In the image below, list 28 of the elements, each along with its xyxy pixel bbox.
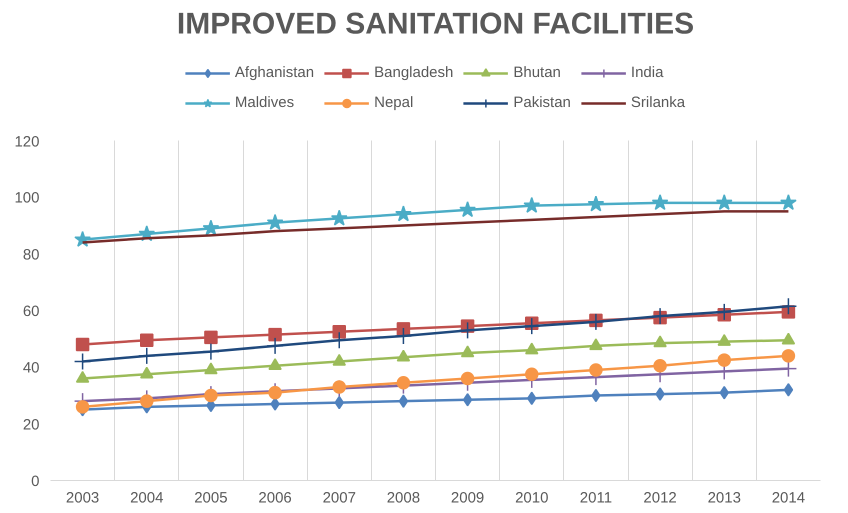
legend-label: Bhutan <box>513 64 561 81</box>
x-tick-label: 2005 <box>194 490 228 506</box>
y-tick-label: 120 <box>14 134 40 150</box>
legend-label: India <box>630 64 664 81</box>
legend-label: Pakistan <box>513 94 571 111</box>
y-tick-label: 80 <box>22 246 40 264</box>
x-tick-label: 2013 <box>708 490 741 506</box>
chart-title: IMPROVED SANITATION FACILITIES <box>176 8 694 40</box>
y-tick-label: 40 <box>22 360 40 377</box>
x-tick-label: 2006 <box>258 490 292 506</box>
x-tick-label: 2011 <box>580 490 612 506</box>
x-tick-label: 2007 <box>322 490 356 506</box>
x-tick-label: 2009 <box>450 490 484 506</box>
legend-label: Srilanka <box>630 94 686 111</box>
x-tick-label: 2003 <box>66 490 100 506</box>
y-tick-label: 20 <box>22 416 40 434</box>
x-tick-label: 2010 <box>515 490 548 506</box>
y-tick-label: 0 <box>31 473 40 490</box>
x-tick-label: 2008 <box>386 490 420 506</box>
x-tick-label: 2004 <box>130 490 164 506</box>
legend-label: Maldives <box>234 94 294 111</box>
legend-label: Bangladesh <box>374 64 454 81</box>
legend-label: Afghanistan <box>234 64 314 81</box>
x-tick-label: 2012 <box>643 490 677 506</box>
y-tick-label: 100 <box>14 190 40 207</box>
x-tick-label: 2014 <box>772 490 806 506</box>
legend-label: Nepal <box>374 94 414 111</box>
y-tick-label: 60 <box>22 303 40 320</box>
